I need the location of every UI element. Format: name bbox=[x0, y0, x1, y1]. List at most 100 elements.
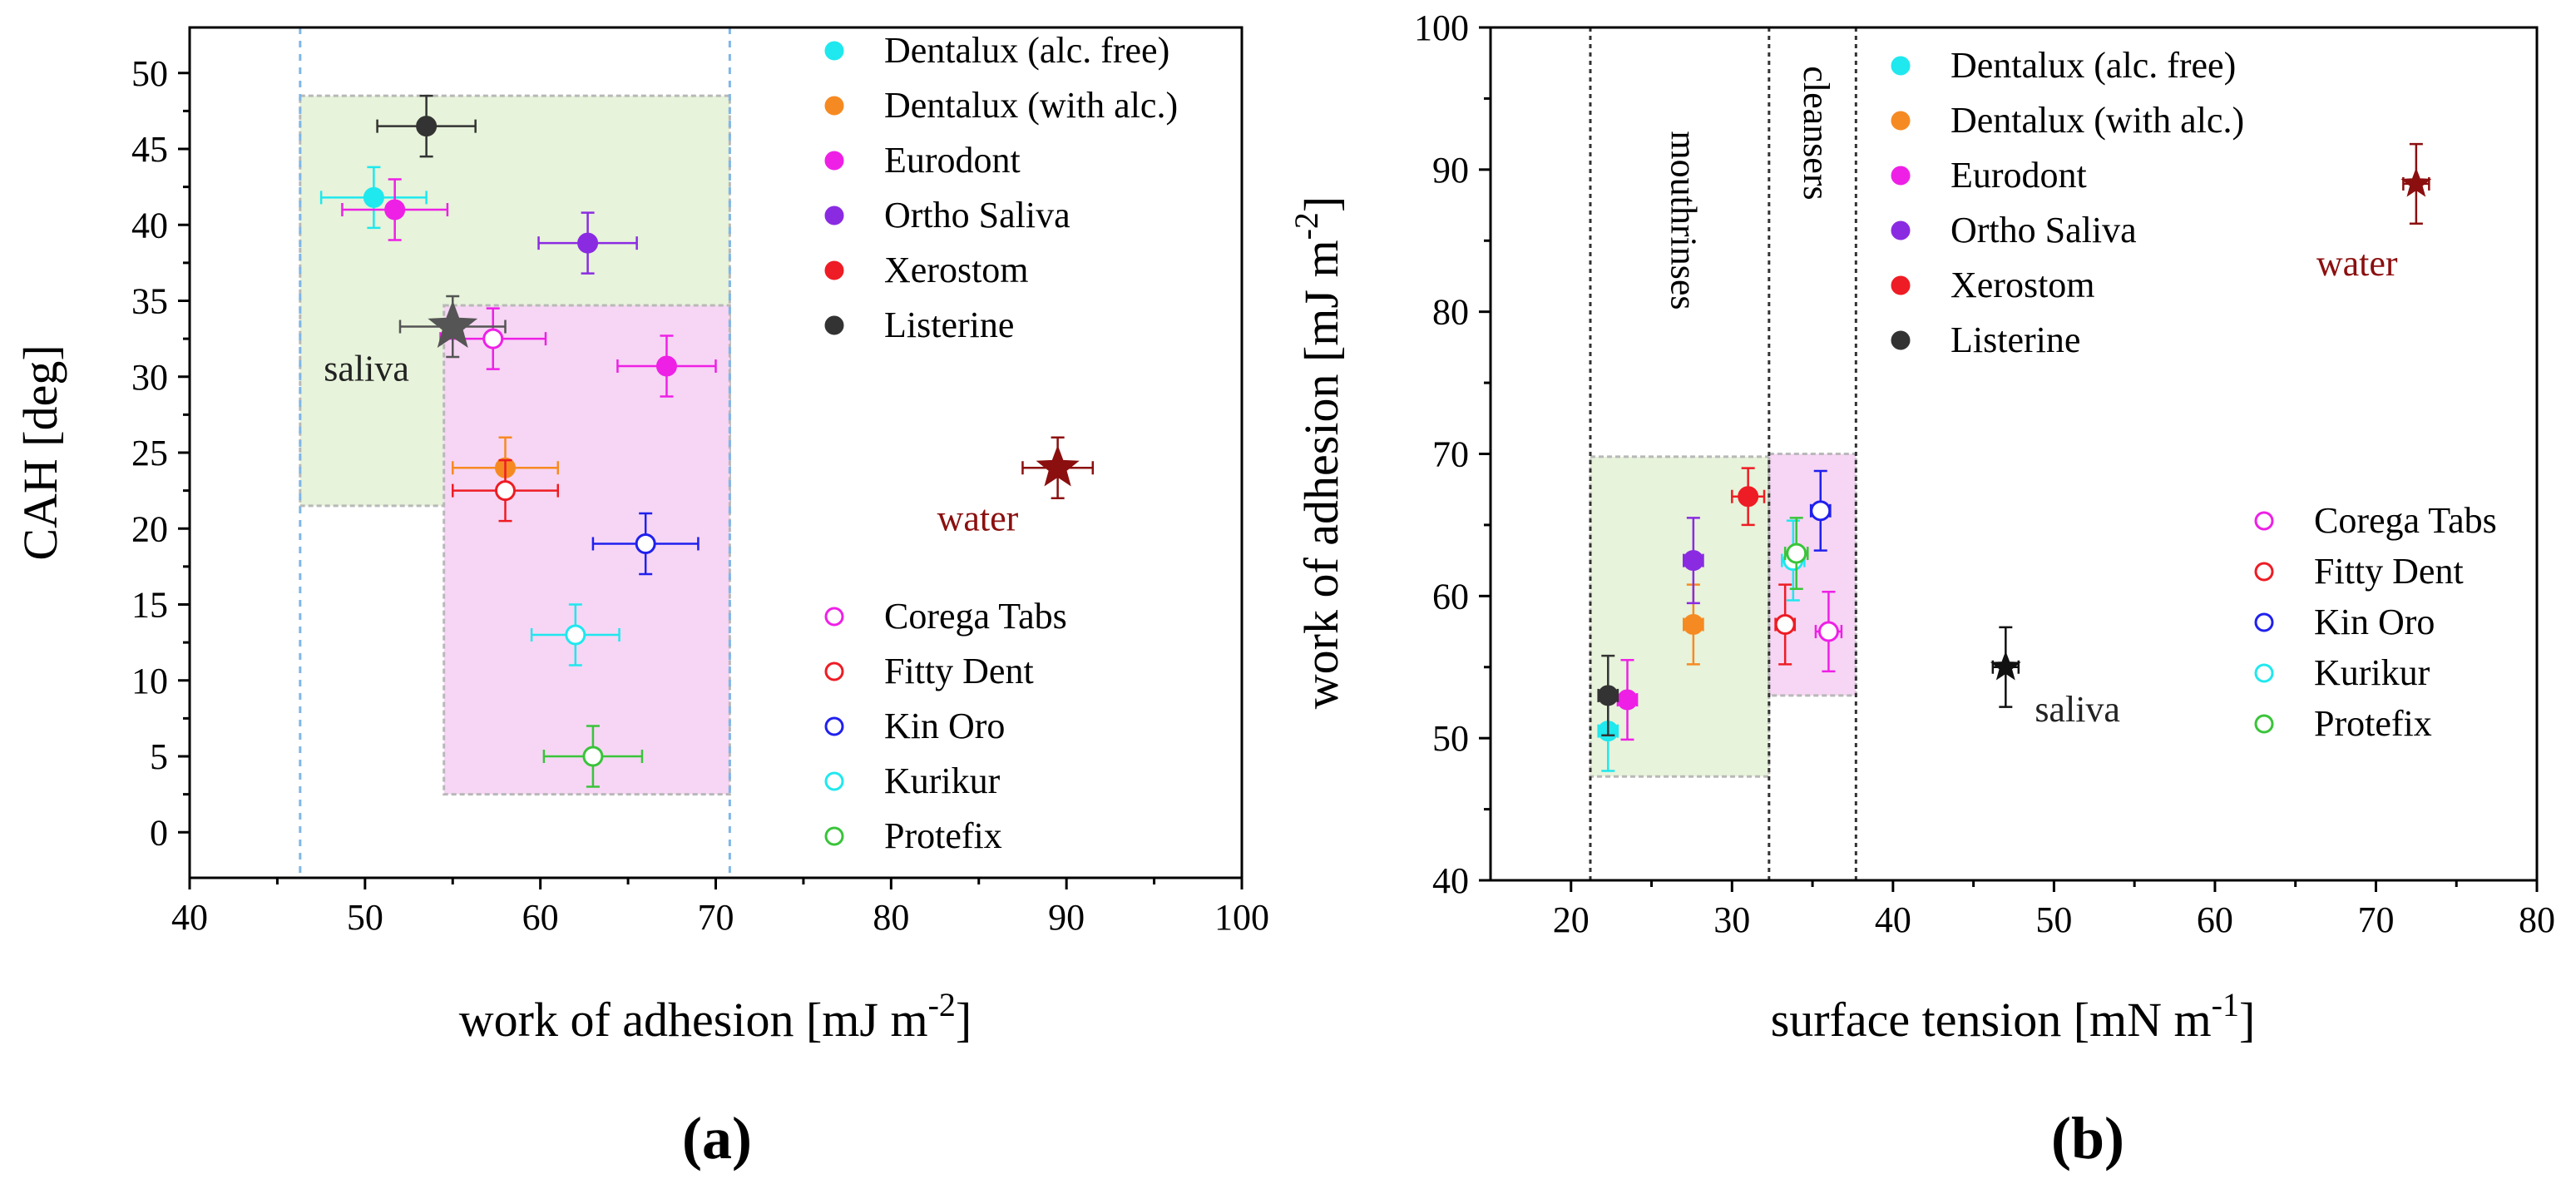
y-axis-title-tail: ] bbox=[1294, 196, 1348, 212]
legend-entry: Fitty Dent bbox=[824, 651, 1034, 691]
data-point bbox=[1814, 590, 1843, 673]
data-point bbox=[1682, 517, 1704, 605]
marker bbox=[1617, 689, 1639, 711]
panel-a-chart: 40 50 60 70 80 90 100 0 5 10 15 20 25 30 35 40 45 50 work … bbox=[13, 26, 1269, 1172]
y-tick-label: 10 bbox=[131, 661, 168, 701]
data-point bbox=[530, 603, 621, 666]
legend-entry: Kin Oro bbox=[2254, 602, 2435, 642]
legend-entry: Protefix bbox=[2254, 703, 2432, 744]
legend-entry: Listerine bbox=[1891, 320, 2080, 360]
marker bbox=[495, 480, 516, 502]
legend-marker bbox=[2254, 663, 2274, 683]
data-point bbox=[1783, 517, 1809, 591]
legend-label: Protefix bbox=[2314, 703, 2432, 744]
y-tick-label: 30 bbox=[131, 357, 168, 398]
data-point bbox=[542, 725, 644, 788]
legend-label: Corega Tabs bbox=[884, 596, 1067, 637]
y-axis-title-main: CAH [deg] bbox=[13, 344, 67, 560]
data-point bbox=[1774, 583, 1797, 666]
x-tick-label: 60 bbox=[2197, 899, 2233, 940]
legend-label: Dentalux (alc. free) bbox=[884, 30, 1169, 71]
marker bbox=[565, 624, 586, 646]
legend-marker bbox=[824, 260, 844, 280]
legend-marker bbox=[824, 41, 844, 61]
legend-label: Eurodont bbox=[1951, 155, 2087, 196]
legend-entry: Fitty Dent bbox=[2254, 551, 2464, 592]
marker bbox=[582, 746, 604, 767]
legend-label: Fitty Dent bbox=[884, 651, 1034, 691]
legend-marker bbox=[824, 96, 844, 116]
panel-label: (a) bbox=[682, 1105, 752, 1172]
legend-label: Dentalux (alc. free) bbox=[1951, 45, 2236, 86]
star-point-saliva bbox=[1990, 626, 2021, 708]
legend-marker bbox=[2254, 612, 2274, 632]
legend-label: Eurodont bbox=[884, 140, 1021, 181]
star-point-water bbox=[1021, 436, 1095, 499]
x-axis-title: surface tension [mN m-1] bbox=[1771, 986, 2256, 1047]
legend-entry: Ortho Saliva bbox=[824, 195, 1070, 235]
star-marker bbox=[1990, 651, 2021, 681]
legend-marker bbox=[2254, 562, 2274, 582]
legend-entry: Kin Oro bbox=[824, 706, 1005, 746]
legend-entry: Corega Tabs bbox=[824, 596, 1067, 637]
x-tick-label: 80 bbox=[2519, 899, 2555, 940]
data-point bbox=[1731, 467, 1766, 527]
legend-entry: Ortho Saliva bbox=[1891, 210, 2137, 250]
legend-label: Dentalux (with alc.) bbox=[884, 85, 1178, 126]
y-tick-label: 40 bbox=[131, 205, 168, 245]
x-tick-label: 60 bbox=[522, 897, 559, 938]
legend-marker bbox=[2254, 511, 2274, 531]
data-point bbox=[1809, 469, 1832, 552]
y-axis-title: work of adhesion [mJ m-2] bbox=[1288, 196, 1348, 709]
x-axis-title-tail: ] bbox=[2239, 993, 2255, 1047]
marker bbox=[363, 186, 384, 208]
data-point bbox=[537, 211, 638, 275]
y-tick-label: 15 bbox=[131, 585, 168, 626]
legend-label: Listerine bbox=[1951, 320, 2080, 360]
y-tick-label: 80 bbox=[1432, 292, 1469, 333]
star-label: saliva bbox=[324, 349, 409, 389]
legend-label: Kin Oro bbox=[2314, 602, 2435, 642]
legend-marker bbox=[824, 661, 844, 681]
x-axis-title-sup: -2 bbox=[928, 986, 956, 1023]
legend-entry: Listerine bbox=[824, 305, 1014, 345]
legend-label: Protefix bbox=[884, 815, 1002, 856]
y-tick-label: 35 bbox=[131, 281, 168, 322]
x-tick-label: 30 bbox=[1713, 899, 1750, 940]
data-point bbox=[319, 166, 428, 230]
marker bbox=[1683, 550, 1704, 572]
marker bbox=[1683, 614, 1704, 635]
legend-marker bbox=[824, 315, 844, 335]
legend-label: Dentalux (with alc.) bbox=[1951, 100, 2244, 141]
legend-label: Xerostom bbox=[884, 250, 1029, 290]
legend-entry: Xerostom bbox=[1891, 265, 2095, 305]
x-tick-label: 40 bbox=[171, 897, 208, 938]
legend-entry: Xerostom bbox=[824, 250, 1029, 290]
legend-marker bbox=[824, 826, 844, 846]
x-tick-label: 70 bbox=[698, 897, 734, 938]
marker bbox=[1817, 621, 1839, 642]
star-marker bbox=[428, 300, 478, 348]
x-tick-label: 50 bbox=[2035, 899, 2072, 940]
marker bbox=[384, 199, 406, 220]
y-tick-label: 100 bbox=[1414, 7, 1469, 48]
star-label: water bbox=[2316, 243, 2398, 284]
highlight-region bbox=[1589, 455, 1771, 778]
legend-marker bbox=[1891, 275, 1911, 295]
x-tick-label: 40 bbox=[1875, 899, 1911, 940]
legend-marker bbox=[1891, 330, 1911, 350]
legend-entry: Dentalux (alc. free) bbox=[824, 30, 1169, 71]
region-label: mouthrinses bbox=[1663, 131, 1703, 310]
star-point-saliva bbox=[398, 295, 507, 359]
legend-marker bbox=[824, 771, 844, 791]
legend-marker bbox=[1891, 56, 1911, 76]
legend-label: Listerine bbox=[884, 305, 1014, 345]
star-marker bbox=[2400, 167, 2432, 197]
legend-label: Kurikur bbox=[2314, 652, 2430, 693]
y-tick-label: 70 bbox=[1432, 434, 1469, 475]
x-tick-label: 20 bbox=[1553, 899, 1590, 940]
marker bbox=[1786, 543, 1807, 564]
star-label: saliva bbox=[2035, 689, 2120, 730]
legend-marker bbox=[824, 206, 844, 225]
y-tick-label: 50 bbox=[1432, 718, 1469, 759]
